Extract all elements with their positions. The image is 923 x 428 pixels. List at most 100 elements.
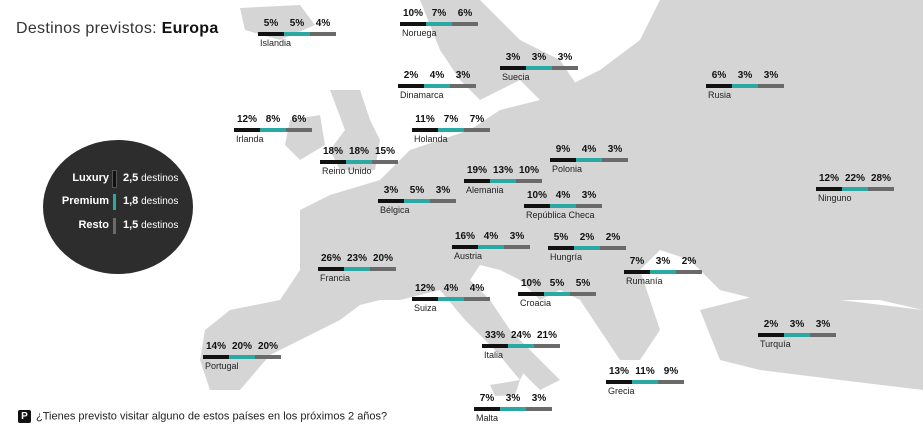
bar-premium (260, 128, 286, 132)
country-portugal: 14% 20% 20% Portugal (203, 341, 281, 373)
value-luxury: 9% (555, 144, 571, 155)
land-mass (200, 0, 923, 390)
value-resto: 7% (469, 114, 485, 125)
bar-luxury (412, 297, 438, 301)
bar-luxury (816, 187, 842, 191)
country-values: 11% 7% 7% (412, 114, 490, 126)
bar-premium (438, 128, 464, 132)
value-luxury: 10% (520, 278, 541, 289)
country-name: Croacia (520, 298, 552, 308)
bar-resto (372, 160, 398, 164)
country-name: Italia (484, 350, 504, 360)
bar-luxury (624, 270, 650, 274)
iceland-island (240, 5, 315, 40)
value-premium: 22% (844, 173, 865, 184)
value-resto: 3% (531, 393, 547, 404)
country-name: Hungría (550, 252, 583, 262)
bar-luxury (548, 246, 574, 250)
bar-luxury (203, 355, 229, 359)
bar-premium (650, 270, 676, 274)
bar-premium (508, 344, 534, 348)
bar-luxury (452, 245, 478, 249)
bar-luxury (550, 158, 576, 162)
value-luxury: 6% (711, 70, 727, 81)
value-premium: 3% (789, 319, 805, 330)
country-values: 3% 3% 3% (500, 52, 578, 64)
bar-luxury (500, 66, 526, 70)
value-luxury: 13% (608, 366, 629, 377)
country-values: 6% 3% 3% (706, 70, 784, 82)
bar-luxury (518, 292, 544, 296)
value-premium: 7% (431, 8, 447, 19)
country-values: 12% 4% 4% (412, 283, 490, 295)
country-name: Suiza (414, 303, 437, 313)
country-croacia: 10% 5% 5% Croacia (518, 278, 596, 310)
country-malta: 7% 3% 3% Malta (474, 393, 552, 425)
bar-premium (490, 179, 516, 183)
country-name: Malta (476, 413, 499, 423)
value-premium: 11% (635, 366, 655, 377)
value-luxury: 19% (466, 165, 487, 176)
value-premium: 4% (429, 70, 445, 81)
value-premium: 7% (443, 114, 459, 125)
bar-premium (346, 160, 372, 164)
value-resto: 6% (291, 114, 307, 125)
legend-value: 1,5 destinos (123, 219, 179, 231)
bar-premium (544, 292, 570, 296)
country-values: 14% 20% 20% (203, 341, 281, 353)
value-resto: 3% (435, 185, 451, 196)
value-premium: 18% (348, 146, 369, 157)
value-premium: 3% (531, 52, 547, 63)
country-values: 10% 5% 5% (518, 278, 596, 290)
value-resto: 3% (815, 319, 831, 330)
country-name: Grecia (608, 386, 635, 396)
value-resto: 4% (469, 283, 485, 294)
country-values: 5% 2% 2% (548, 232, 626, 244)
country-polonia: 9% 4% 3% Polonia (550, 144, 628, 176)
country-name: Reino Unido (322, 166, 372, 176)
legend-circle: Luxury 2,5 destinos Premium 1,8 destinos… (43, 140, 193, 274)
bar-luxury (378, 199, 404, 203)
bar-resto (758, 84, 784, 88)
bar-premium (632, 380, 658, 384)
country-values: 2% 3% 3% (758, 319, 836, 331)
value-premium: 3% (505, 393, 521, 404)
bar-resto (676, 270, 702, 274)
bar-resto (310, 32, 336, 36)
value-premium: 4% (555, 190, 571, 201)
legend-name: Premium (61, 195, 109, 207)
survey-question: P ¿Tienes previsto visitar alguno de esto… (18, 410, 387, 426)
country-austria: 16% 4% 3% Austria (452, 231, 530, 263)
country-name: Rumanía (626, 276, 663, 286)
country-suecia: 3% 3% 3% Suecia (500, 52, 578, 84)
value-premium: 20% (231, 341, 252, 352)
value-luxury: 26% (320, 253, 341, 264)
country-values: 10% 7% 6% (400, 8, 478, 20)
country-name: Rusia (708, 90, 732, 100)
value-luxury: 18% (322, 146, 343, 157)
value-resto: 3% (581, 190, 597, 201)
bar-resto (570, 292, 596, 296)
value-luxury: 10% (526, 190, 547, 201)
bar-resto (452, 22, 478, 26)
scandinavia (420, 0, 580, 110)
value-premium: 3% (737, 70, 753, 81)
value-resto: 3% (607, 144, 623, 155)
country-noruega: 10% 7% 6% Noruega (400, 8, 478, 40)
bar-premium (842, 187, 868, 191)
bar-premium (526, 66, 552, 70)
value-luxury: 2% (763, 319, 779, 330)
value-resto: 2% (681, 256, 697, 267)
country-holanda: 11% 7% 7% Holanda (412, 114, 490, 146)
country-name: Islandia (260, 38, 292, 48)
country-name: Francia (320, 273, 351, 283)
bar-premium (478, 245, 504, 249)
value-premium: 5% (289, 18, 305, 29)
value-resto: 10% (518, 165, 539, 176)
legend-row-luxury: Luxury 2,5 destinos (43, 171, 193, 187)
country-name: Irlanda (236, 134, 264, 144)
bar-premium (424, 84, 450, 88)
value-luxury: 7% (479, 393, 495, 404)
country-values: 5% 5% 4% (258, 18, 336, 30)
italy-peninsula (440, 290, 530, 380)
